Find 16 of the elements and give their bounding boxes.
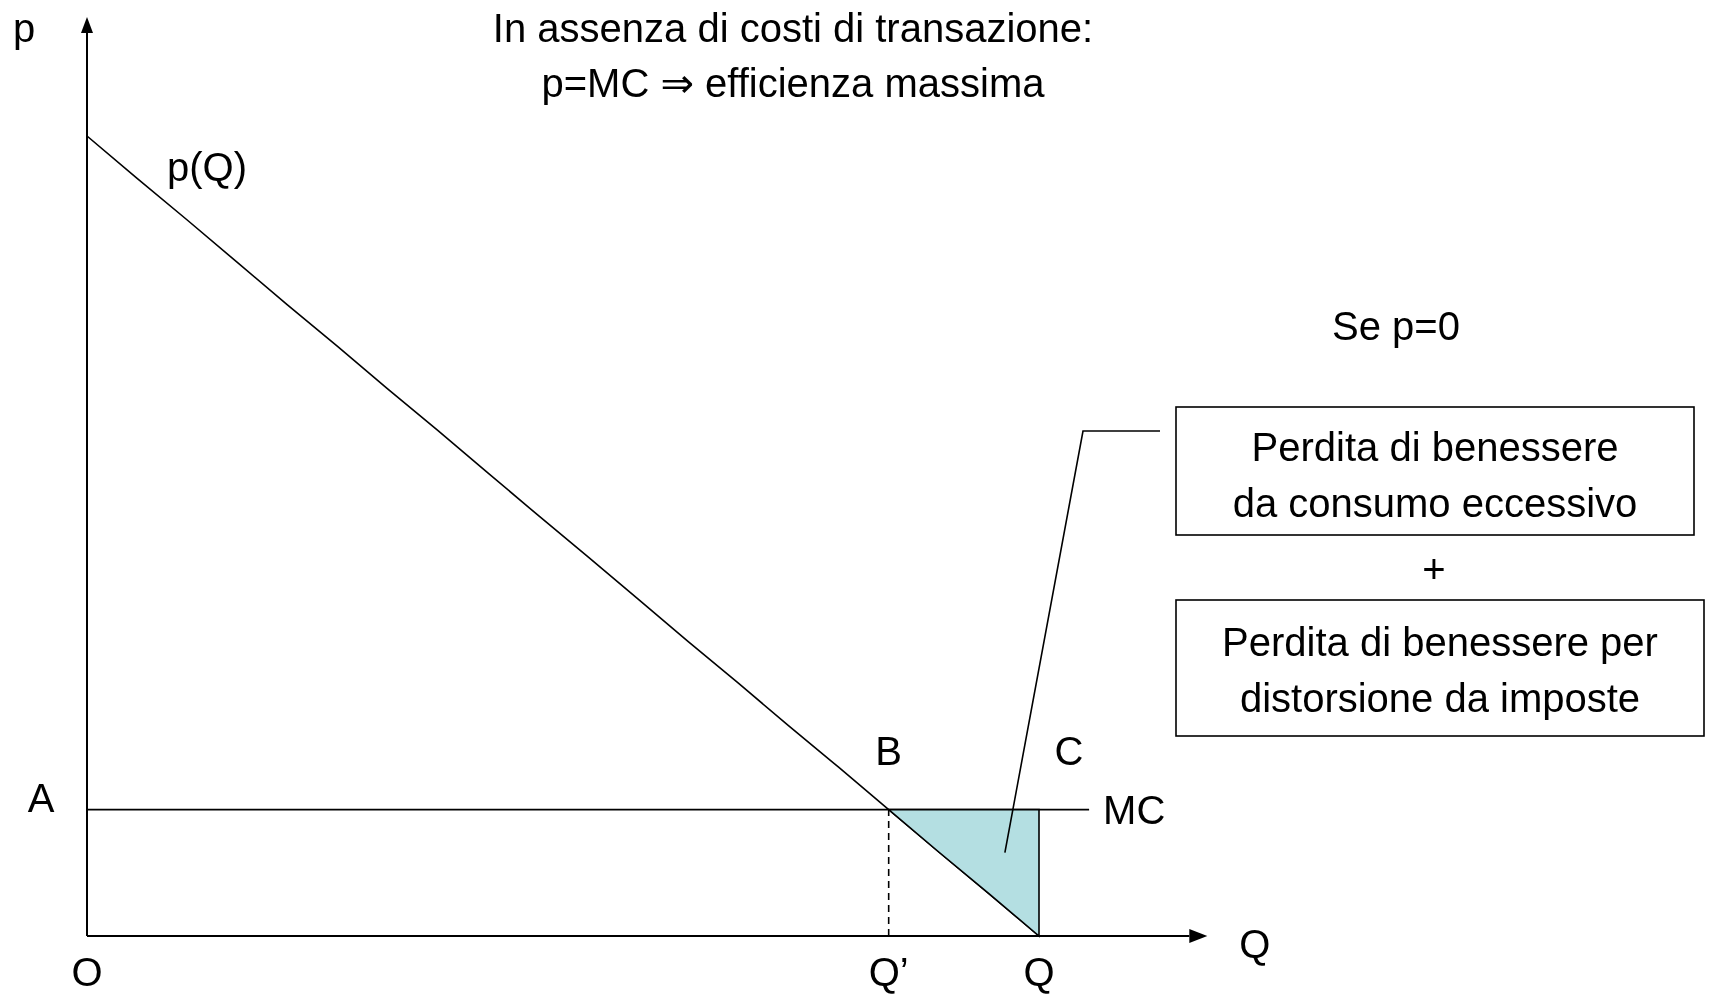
x-axis-title: Q [1239, 922, 1271, 966]
annotation: B [875, 728, 903, 773]
annotation: A [27, 775, 55, 820]
chart-title: In assenza di costi di transazione: [492, 6, 1094, 50]
series-label: p(Q) [167, 145, 247, 189]
x-tick-label: Q’ [868, 950, 909, 994]
text: Se p=0 [1332, 304, 1460, 348]
series-label: MC [1103, 787, 1166, 832]
text: Perdita di benessere per distorsione da imposte [1222, 620, 1658, 720]
x-tick-label: O [71, 950, 103, 994]
text: Perdita di benessere da consumo eccessivo [1232, 425, 1638, 525]
chart-subtitle: p=MC ⇒ efficienza massima [541, 61, 1046, 105]
text: + [1422, 547, 1446, 591]
x-tick-label: Q [1023, 950, 1055, 994]
annotation: C [1054, 728, 1084, 773]
y-axis-title: p [13, 6, 36, 50]
